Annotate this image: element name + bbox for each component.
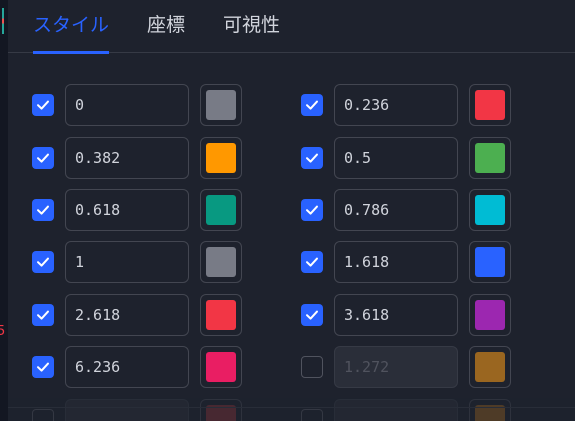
- fib-level-row: 1.272: [301, 346, 515, 388]
- panel-footer-divider: [8, 407, 575, 408]
- checkmark-icon: [37, 257, 49, 267]
- checkmark-icon: [306, 153, 318, 163]
- checkmark-icon: [306, 205, 318, 215]
- level-checkbox[interactable]: [301, 251, 323, 273]
- color-swatch: [206, 352, 236, 382]
- level-color-button[interactable]: [200, 84, 242, 126]
- tab-coordinates[interactable]: 座標: [147, 0, 185, 53]
- tab-coordinates-label: 座標: [147, 14, 186, 36]
- tab-style[interactable]: スタイル: [33, 0, 110, 54]
- level-value-input[interactable]: [334, 399, 458, 421]
- fib-level-row: 0.618: [32, 189, 246, 231]
- level-checkbox[interactable]: [301, 94, 323, 116]
- color-swatch: [206, 300, 236, 330]
- fib-level-row: 0: [32, 84, 246, 126]
- color-swatch: [206, 195, 236, 225]
- color-swatch: [475, 195, 505, 225]
- checkmark-icon: [37, 100, 49, 110]
- level-value-input[interactable]: 0.236: [334, 84, 458, 126]
- level-value-input[interactable]: 1: [65, 241, 189, 283]
- level-value-input[interactable]: 1.272: [334, 346, 458, 388]
- level-checkbox[interactable]: [32, 304, 54, 326]
- active-tab-underline: [33, 51, 110, 54]
- checkmark-icon: [306, 100, 318, 110]
- tab-style-label: スタイル: [33, 14, 110, 36]
- level-value-input[interactable]: 2.618: [65, 294, 189, 336]
- level-checkbox[interactable]: [301, 199, 323, 221]
- level-checkbox[interactable]: [301, 356, 323, 378]
- level-value-input[interactable]: 3.618: [334, 294, 458, 336]
- level-color-button[interactable]: [200, 137, 242, 179]
- fib-level-row: [301, 399, 515, 421]
- checkmark-icon: [306, 310, 318, 320]
- level-color-button[interactable]: [469, 399, 511, 421]
- settings-panel: スタイル 座標 可視性 0 0.236 0.382 0.5 0.618 0.786 1 1.6…: [8, 0, 575, 421]
- fib-level-row: 3.618: [301, 294, 515, 336]
- checkmark-icon: [37, 205, 49, 215]
- level-color-button[interactable]: [469, 189, 511, 231]
- fib-level-row: 0.382: [32, 137, 246, 179]
- level-value-input[interactable]: 0.618: [65, 189, 189, 231]
- level-color-button[interactable]: [469, 137, 511, 179]
- color-swatch: [206, 143, 236, 173]
- fib-level-row: 1.618: [301, 241, 515, 283]
- level-value-input[interactable]: 0: [65, 84, 189, 126]
- level-checkbox[interactable]: [32, 409, 54, 421]
- level-color-button[interactable]: [200, 241, 242, 283]
- level-color-button[interactable]: [200, 189, 242, 231]
- chart-price-label-fragment: 5: [0, 324, 6, 339]
- level-checkbox[interactable]: [301, 409, 323, 421]
- color-swatch: [206, 90, 236, 120]
- level-checkbox[interactable]: [32, 251, 54, 273]
- tab-bar: スタイル 座標 可視性: [8, 0, 575, 54]
- fib-level-row: 1: [32, 241, 246, 283]
- fib-level-row: [32, 399, 246, 421]
- fib-level-row: 0.236: [301, 84, 515, 126]
- level-checkbox[interactable]: [32, 356, 54, 378]
- fib-level-row: 2.618: [32, 294, 246, 336]
- checkmark-icon: [306, 257, 318, 267]
- fib-level-row: 0.786: [301, 189, 515, 231]
- level-value-input[interactable]: 1.618: [334, 241, 458, 283]
- color-swatch: [475, 300, 505, 330]
- color-swatch: [475, 247, 505, 277]
- chart-candle-mark: [2, 8, 4, 34]
- level-checkbox[interactable]: [32, 94, 54, 116]
- level-color-button[interactable]: [469, 241, 511, 283]
- tab-visibility-label: 可視性: [223, 14, 281, 36]
- chart-edge-strip: 5: [0, 0, 8, 421]
- checkmark-icon: [37, 310, 49, 320]
- checkmark-icon: [37, 362, 49, 372]
- color-swatch: [475, 352, 505, 382]
- color-swatch: [475, 143, 505, 173]
- level-checkbox[interactable]: [301, 304, 323, 326]
- level-color-button[interactable]: [469, 294, 511, 336]
- level-color-button[interactable]: [469, 346, 511, 388]
- level-color-button[interactable]: [469, 84, 511, 126]
- tab-visibility[interactable]: 可視性: [223, 0, 280, 53]
- fib-level-row: 6.236: [32, 346, 246, 388]
- level-checkbox[interactable]: [32, 147, 54, 169]
- level-color-button[interactable]: [200, 294, 242, 336]
- color-swatch: [206, 247, 236, 277]
- level-value-input[interactable]: 0.786: [334, 189, 458, 231]
- level-value-input[interactable]: 6.236: [65, 346, 189, 388]
- fib-level-row: 0.5: [301, 137, 515, 179]
- level-value-input[interactable]: 0.382: [65, 137, 189, 179]
- level-checkbox[interactable]: [32, 199, 54, 221]
- level-value-input[interactable]: 0.5: [334, 137, 458, 179]
- level-color-button[interactable]: [200, 399, 242, 421]
- color-swatch: [475, 90, 505, 120]
- checkmark-icon: [37, 153, 49, 163]
- level-value-input[interactable]: [65, 399, 189, 421]
- level-checkbox[interactable]: [301, 147, 323, 169]
- level-color-button[interactable]: [200, 346, 242, 388]
